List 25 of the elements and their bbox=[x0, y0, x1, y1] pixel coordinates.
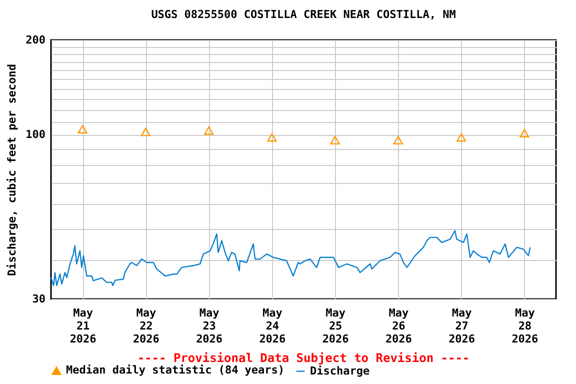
point bbox=[140, 128, 150, 136]
x-tick-label: May 26 2026 bbox=[385, 306, 412, 346]
point bbox=[393, 136, 403, 144]
point bbox=[520, 129, 530, 138]
y-tick-label: 200 bbox=[26, 34, 46, 46]
point bbox=[204, 126, 214, 135]
x-tick-label: May 23 2026 bbox=[196, 306, 223, 346]
x-tick-label: May 22 2026 bbox=[132, 306, 160, 346]
chart-title: USGS 08255500 COSTILLA CREEK NEAR COSTILLA, NM bbox=[151, 8, 456, 21]
y-tick-label: 100 bbox=[26, 128, 46, 142]
x-tick-label: May 27 2026 bbox=[448, 306, 476, 346]
point bbox=[78, 125, 88, 134]
point bbox=[456, 133, 466, 142]
x-tick-label: May 25 2026 bbox=[322, 306, 350, 346]
text: ---- Provisional Data Subject to Revision ---- bbox=[137, 351, 470, 365]
legend-label: Discharge bbox=[310, 364, 370, 378]
line-series bbox=[50, 230, 531, 286]
legend-label: Median daily statistic (84 years) bbox=[66, 364, 285, 377]
point bbox=[267, 133, 277, 142]
y-axis-title: Discharge, cubic feet per second bbox=[6, 64, 19, 276]
x-tick-label: May 21 2026 bbox=[70, 306, 97, 346]
point bbox=[330, 136, 340, 144]
x-tick-label: May 28 2026 bbox=[512, 306, 539, 346]
x-tick-label: May 24 2026 bbox=[259, 306, 286, 346]
y-tick-label: 30 bbox=[32, 292, 46, 306]
